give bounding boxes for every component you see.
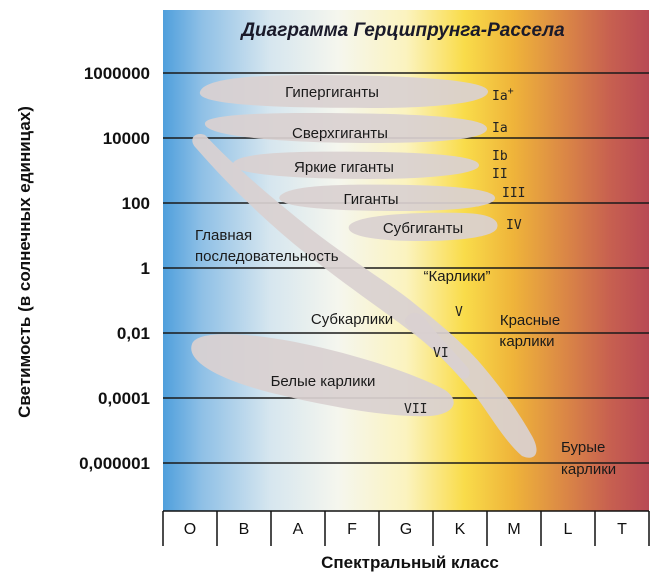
y-tick-label: 1 [141,259,150,278]
y-tick-label: 100 [122,194,150,213]
white-dwarfs-region [191,334,454,417]
chart-title: Диаграмма Герцшпрунга-Рассела [239,20,565,41]
supergiants-region [204,112,488,143]
spectral-class-label: G [400,521,412,538]
class-ib-label: Ib [492,149,508,164]
star-regions [191,74,537,458]
spectral-class-label: B [239,521,250,538]
y-tick-label: 0,000001 [79,454,150,473]
y-tick-label: 10000 [103,129,150,148]
supergiants-label: Сверхгиганты [292,125,388,142]
bright-giants-region [232,151,480,179]
class-iv-label: IV [506,218,522,233]
luminosity-class-labels: Ia+ Ia Ib II III IV V VI VII [404,86,525,417]
spectral-class-strip [162,510,650,546]
spectral-class-label: L [564,521,573,538]
red-dwarfs-label-line2: карлики [499,333,554,350]
brown-dwarfs-label-line2: карлики [561,461,616,478]
subgiants-label: Субгиганты [383,220,463,237]
main-sequence-label-line1: Главная [195,227,252,244]
hypergiants-label: Гипергиганты [285,84,379,101]
y-tick-label: 0,01 [117,324,150,343]
brown-dwarfs-label-line1: Бурые [561,439,605,456]
class-iii-label: III [502,186,525,201]
spectral-class-label: O [184,521,196,538]
spectral-class-label: A [293,521,304,538]
hypergiants-region [199,74,489,108]
y-tick-labels: 1000000 10000 100 1 0,01 0,0001 0,000001 [79,64,150,473]
y-tick-label: 1000000 [84,64,150,83]
red-dwarfs-label-line1: Красные [500,312,560,329]
subdwarfs-region [404,312,470,379]
class-v-label: V [455,305,463,320]
x-axis-title: Спектральный класс [321,553,499,572]
class-ii-label: II [492,167,508,182]
class-vi-label: VI [433,346,449,361]
main-sequence-band [192,134,537,458]
region-labels: Гипергиганты Сверхгиганты Яркие гиганты … [195,84,616,478]
giants-region [279,184,495,211]
class-vii-label: VII [404,402,427,417]
main-sequence-label-line2: последовательность [195,248,339,265]
class-ia-label: Ia [492,121,508,136]
spectral-class-label: F [347,521,357,538]
bright-giants-label: Яркие гиганты [294,159,394,176]
subdwarfs-label: Субкарлики [311,311,393,328]
spectral-class-label: M [507,521,520,538]
y-axis-title: Светимость (в солнечных единицах) [15,106,34,418]
y-tick-label: 0,0001 [98,389,150,408]
white-dwarfs-label: Белые карлики [271,373,376,390]
class-ia-plus-label: Ia+ [492,86,514,104]
dwarfs-label: “Карлики” [424,268,491,285]
subgiants-region [348,212,498,241]
spectral-class-label: K [455,521,466,538]
spectral-class-label: T [617,521,627,538]
giants-label: Гиганты [343,191,398,208]
spectral-class-labels: O B A F G K M L T [184,521,627,538]
